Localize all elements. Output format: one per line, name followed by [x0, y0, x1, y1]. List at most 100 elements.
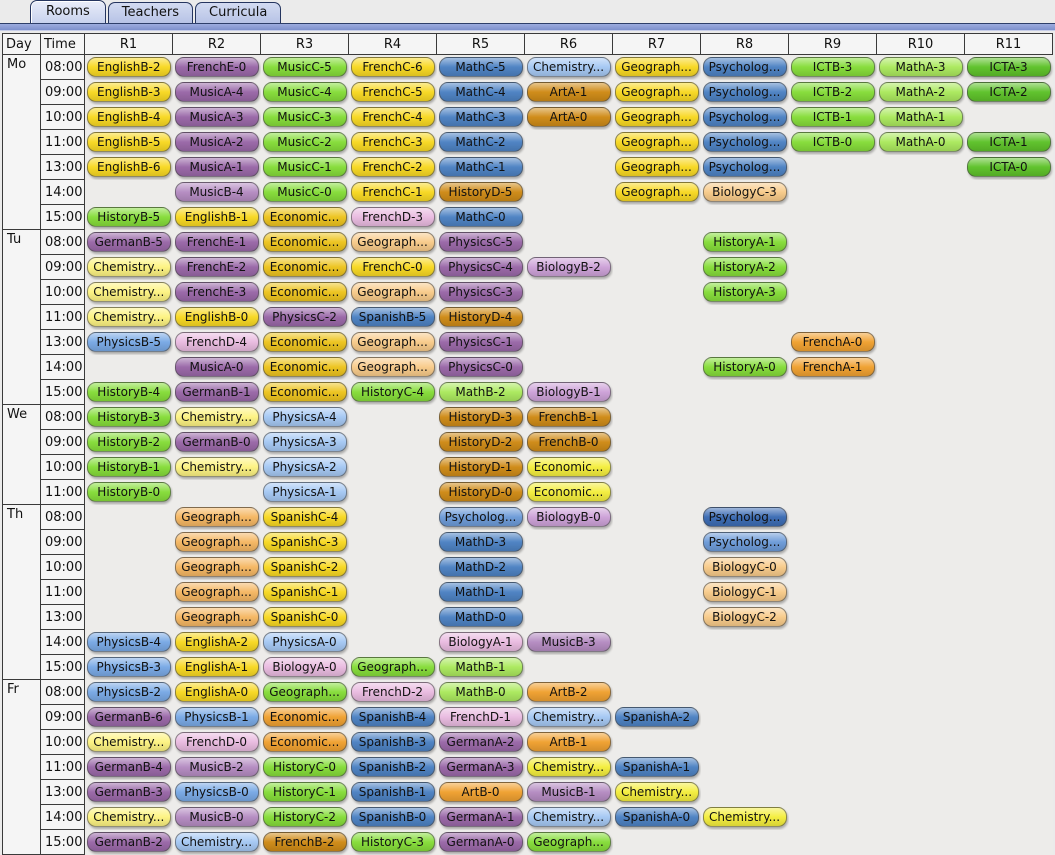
lesson-pill[interactable]: SpanishB-3 — [350, 732, 435, 752]
lesson-pill[interactable]: FrenchC-6 — [350, 57, 435, 78]
lesson-pill[interactable]: FrenchC-3 — [350, 132, 435, 152]
lesson-pill[interactable]: PhysicsA-0 — [262, 632, 347, 652]
lesson-pill[interactable]: HistoryB-5 — [86, 207, 171, 227]
lesson-pill[interactable]: FrenchD-3 — [350, 207, 435, 227]
lesson-pill[interactable]: HistoryD-4 — [438, 307, 523, 327]
lesson-pill[interactable]: MathA-1 — [878, 107, 963, 127]
lesson-pill[interactable]: PhysicsB-3 — [86, 657, 171, 677]
lesson-pill[interactable]: ArtB-1 — [526, 732, 611, 752]
lesson-pill[interactable]: MathC-3 — [438, 107, 523, 127]
lesson-pill[interactable]: ICTB-1 — [790, 107, 875, 127]
lesson-pill[interactable]: ArtA-0 — [526, 107, 611, 127]
lesson-pill[interactable]: MathD-2 — [438, 557, 523, 577]
lesson-pill[interactable]: Chemistry... — [526, 807, 611, 827]
lesson-pill[interactable]: FrenchA-1 — [790, 357, 875, 377]
lesson-pill[interactable]: GermanB-6 — [86, 707, 171, 727]
lesson-pill[interactable]: Economic... — [262, 257, 347, 277]
lesson-pill[interactable]: EnglishA-1 — [174, 657, 259, 677]
lesson-pill[interactable]: FrenchD-0 — [174, 732, 259, 752]
lesson-pill[interactable]: ICTA-0 — [966, 157, 1051, 177]
lesson-pill[interactable]: MathB-1 — [438, 657, 523, 677]
lesson-pill[interactable]: Geograph... — [262, 682, 347, 702]
lesson-pill[interactable]: FrenchD-2 — [350, 682, 435, 702]
lesson-pill[interactable]: FrenchC-0 — [350, 257, 435, 277]
lesson-pill[interactable]: FrenchB-1 — [526, 407, 611, 427]
lesson-pill[interactable]: Geograph... — [350, 657, 435, 677]
lesson-pill[interactable]: Economic... — [262, 357, 347, 377]
lesson-pill[interactable]: SpanishC-2 — [262, 557, 347, 577]
lesson-pill[interactable]: SpanishB-4 — [350, 707, 435, 727]
lesson-pill[interactable]: MathC-0 — [438, 207, 523, 227]
lesson-pill[interactable]: Geograph... — [614, 82, 699, 102]
lesson-pill[interactable]: Chemistry... — [614, 782, 699, 802]
lesson-pill[interactable]: MusicB-1 — [526, 782, 611, 802]
lesson-pill[interactable]: Geograph... — [174, 507, 259, 527]
lesson-pill[interactable]: SpanishB-2 — [350, 757, 435, 777]
lesson-pill[interactable]: HistoryA-0 — [702, 357, 787, 377]
lesson-pill[interactable]: GermanA-0 — [438, 832, 523, 852]
lesson-pill[interactable]: BiologyC-1 — [702, 582, 787, 602]
lesson-pill[interactable]: GermanA-1 — [438, 807, 523, 827]
lesson-pill[interactable]: EnglishB-6 — [86, 157, 171, 177]
lesson-pill[interactable]: PhysicsA-1 — [262, 482, 347, 502]
lesson-pill[interactable]: GermanB-4 — [86, 757, 171, 777]
lesson-pill[interactable]: EnglishB-1 — [174, 207, 259, 227]
lesson-pill[interactable]: PhysicsA-3 — [262, 432, 347, 452]
lesson-pill[interactable]: SpanishC-0 — [262, 607, 347, 627]
lesson-pill[interactable]: FrenchD-1 — [438, 707, 523, 727]
lesson-pill[interactable]: Economic... — [262, 332, 347, 352]
lesson-pill[interactable]: Economic... — [262, 207, 347, 227]
lesson-pill[interactable]: BiologyA-1 — [438, 632, 523, 652]
lesson-pill[interactable]: Psycholog... — [702, 57, 787, 78]
lesson-pill[interactable]: Geograph... — [174, 607, 259, 627]
lesson-pill[interactable]: HistoryC-3 — [350, 832, 435, 852]
lesson-pill[interactable]: PhysicsB-4 — [86, 632, 171, 652]
lesson-pill[interactable]: HistoryD-0 — [438, 482, 523, 502]
lesson-pill[interactable]: MusicA-2 — [174, 132, 259, 152]
lesson-pill[interactable]: GermanB-5 — [86, 232, 171, 252]
lesson-pill[interactable]: MusicA-3 — [174, 107, 259, 127]
lesson-pill[interactable]: GermanB-0 — [174, 432, 259, 452]
lesson-pill[interactable]: HistoryB-1 — [86, 457, 171, 477]
lesson-pill[interactable]: PhysicsB-2 — [86, 682, 171, 702]
lesson-pill[interactable]: BiologyC-3 — [702, 182, 787, 202]
lesson-pill[interactable]: Geograph... — [614, 157, 699, 177]
lesson-pill[interactable]: Psycholog... — [702, 157, 787, 177]
lesson-pill[interactable]: PhysicsA-2 — [262, 457, 347, 477]
lesson-pill[interactable]: HistoryA-2 — [702, 257, 787, 277]
lesson-pill[interactable]: SpanishC-1 — [262, 582, 347, 602]
lesson-pill[interactable]: Economic... — [262, 382, 347, 402]
lesson-pill[interactable]: FrenchE-3 — [174, 282, 259, 302]
lesson-pill[interactable]: Psycholog... — [702, 132, 787, 152]
lesson-pill[interactable]: PhysicsA-4 — [262, 407, 347, 427]
lesson-pill[interactable]: Geograph... — [350, 232, 435, 252]
lesson-pill[interactable]: Geograph... — [350, 282, 435, 302]
lesson-pill[interactable]: MusicB-2 — [174, 757, 259, 777]
lesson-pill[interactable]: EnglishB-3 — [86, 82, 171, 102]
lesson-pill[interactable]: MusicB-4 — [174, 182, 259, 202]
lesson-pill[interactable]: HistoryB-4 — [86, 382, 171, 402]
lesson-pill[interactable]: ICTB-2 — [790, 82, 875, 102]
lesson-pill[interactable]: GermanA-3 — [438, 757, 523, 777]
lesson-pill[interactable]: FrenchC-2 — [350, 157, 435, 177]
lesson-pill[interactable]: Chemistry... — [174, 457, 259, 477]
lesson-pill[interactable]: PhysicsB-0 — [174, 782, 259, 802]
lesson-pill[interactable]: MathA-0 — [878, 132, 963, 152]
lesson-pill[interactable]: BiologyC-2 — [702, 607, 787, 627]
lesson-pill[interactable]: Economic... — [262, 707, 347, 727]
lesson-pill[interactable]: EnglishB-2 — [86, 57, 171, 78]
lesson-pill[interactable]: MusicC-0 — [262, 182, 347, 202]
lesson-pill[interactable]: GermanB-3 — [86, 782, 171, 802]
lesson-pill[interactable]: ICTB-0 — [790, 132, 875, 152]
lesson-pill[interactable]: FrenchB-0 — [526, 432, 611, 452]
tab-teachers[interactable]: Teachers — [107, 2, 193, 23]
lesson-pill[interactable]: FrenchB-2 — [262, 832, 347, 852]
lesson-pill[interactable]: Geograph... — [614, 182, 699, 202]
lesson-pill[interactable]: MathC-1 — [438, 157, 523, 177]
lesson-pill[interactable]: BiologyA-0 — [262, 657, 347, 677]
lesson-pill[interactable]: MusicC-1 — [262, 157, 347, 177]
tab-curricula[interactable]: Curricula — [195, 2, 282, 23]
lesson-pill[interactable]: MathC-4 — [438, 82, 523, 102]
lesson-pill[interactable]: Economic... — [262, 732, 347, 752]
lesson-pill[interactable]: Geograph... — [614, 107, 699, 127]
